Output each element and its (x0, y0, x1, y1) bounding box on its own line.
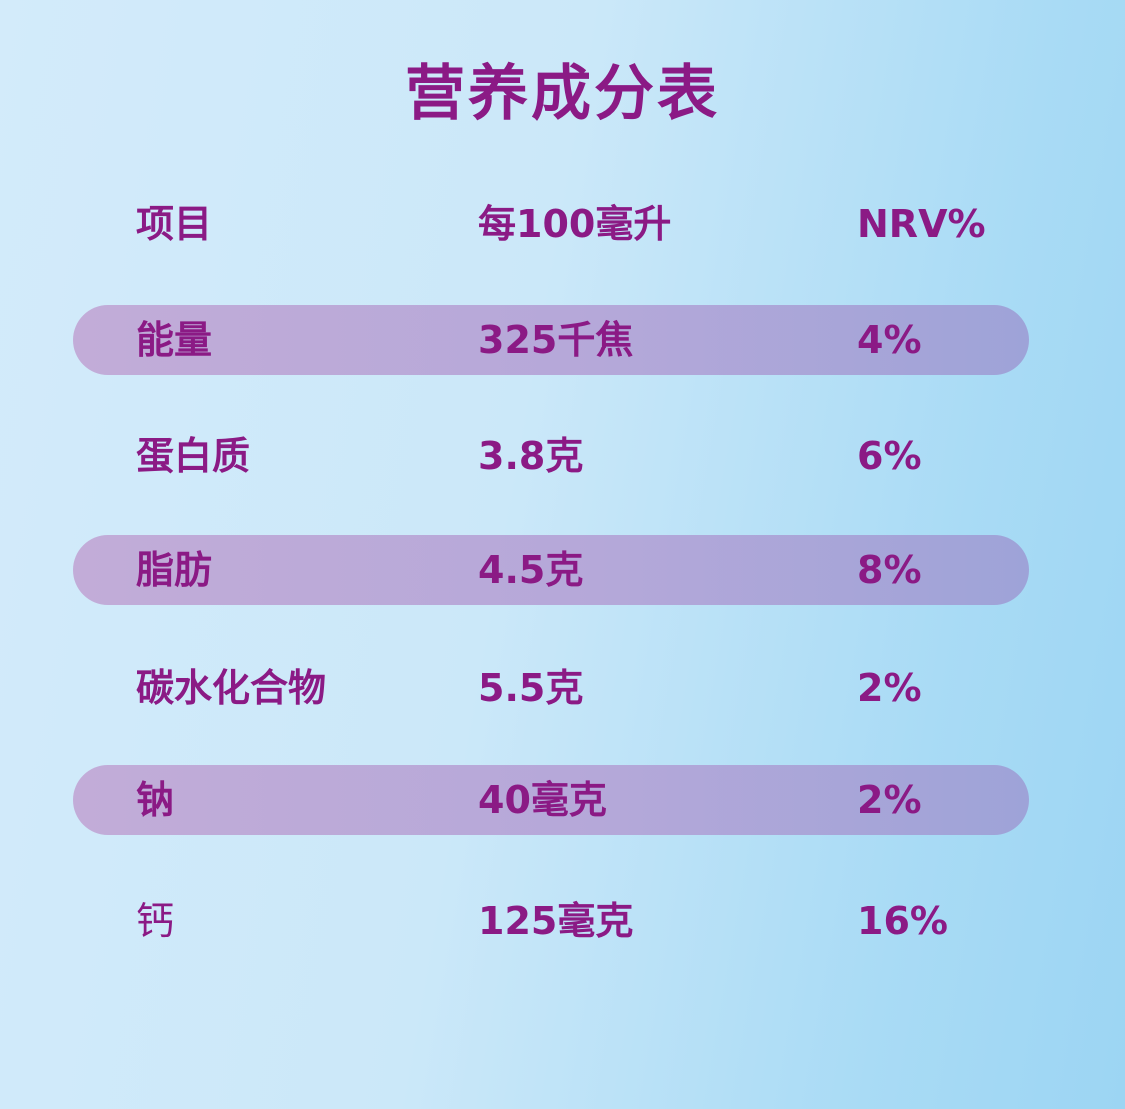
header-per-100ml: 每100毫升 (478, 202, 672, 246)
table-row-energy: 能量 325千焦 4% (73, 305, 1029, 375)
row-per-100ml: 325千焦 (478, 318, 634, 362)
row-nrv: 2% (857, 666, 922, 710)
row-per-100ml: 40毫克 (478, 778, 607, 822)
row-nrv: 8% (857, 548, 922, 592)
table-header: 项目 每100毫升 NRV% (73, 189, 1029, 259)
row-per-100ml: 3.8克 (478, 434, 584, 478)
table-row-sodium: 钠 40毫克 2% (73, 765, 1029, 835)
row-nrv: 16% (857, 899, 948, 943)
row-item: 蛋白质 (136, 434, 251, 478)
row-per-100ml: 5.5克 (478, 666, 584, 710)
table-row-calcium: 钙 125毫克 16% (73, 886, 1029, 956)
row-per-100ml: 4.5克 (478, 548, 584, 592)
table-row-protein: 蛋白质 3.8克 6% (73, 421, 1029, 491)
header-nrv: NRV% (857, 202, 986, 246)
page-title: 营养成分表 (405, 59, 720, 129)
row-item: 钠 (136, 778, 175, 822)
row-per-100ml: 125毫克 (478, 899, 634, 943)
row-item: 钙 (136, 899, 175, 943)
row-item: 碳水化合物 (136, 666, 327, 710)
row-nrv: 4% (857, 318, 922, 362)
row-item: 能量 (136, 318, 213, 362)
table-row-fat: 脂肪 4.5克 8% (73, 535, 1029, 605)
table-row-carbohydrate: 碳水化合物 5.5克 2% (73, 653, 1029, 723)
row-nrv: 6% (857, 434, 922, 478)
row-item: 脂肪 (136, 548, 213, 592)
header-item: 项目 (136, 202, 213, 246)
row-nrv: 2% (857, 778, 922, 822)
